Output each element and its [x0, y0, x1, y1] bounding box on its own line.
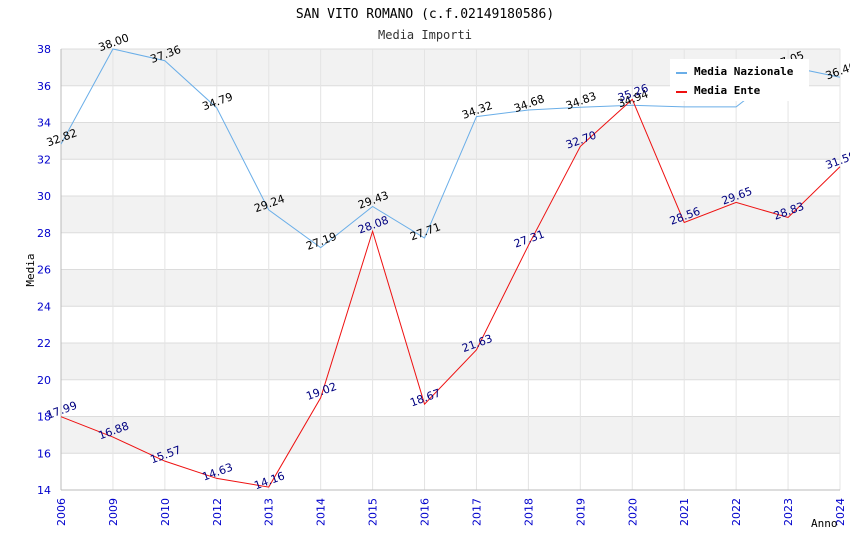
grid-band — [61, 196, 840, 233]
legend: Media Nazionale Media Ente — [670, 59, 809, 101]
grid-lines — [60, 48, 841, 491]
x-tick-label: 2023 — [782, 498, 795, 526]
y-tick-label: 14 — [37, 484, 51, 497]
x-tick-label: 2006 — [55, 498, 68, 526]
x-tick-label: 2015 — [367, 498, 380, 526]
x-tick-label: 2009 — [107, 498, 120, 526]
y-tick-label: 34 — [37, 117, 51, 130]
legend-label-media-ente: Media Ente — [694, 84, 761, 97]
x-tick-label: 2018 — [522, 498, 535, 526]
x-tick-label: 2020 — [626, 498, 639, 526]
y-tick-label: 26 — [37, 264, 51, 277]
y-tick-label: 30 — [37, 190, 51, 203]
y-tick-label: 22 — [37, 337, 51, 350]
y-tick-label: 16 — [37, 447, 51, 460]
x-tick-label: 2022 — [730, 498, 743, 526]
y-axis-ticks: 14 16 18 20 22 24 26 28 30 32 34 36 38 — [37, 43, 51, 497]
y-tick-label: 24 — [37, 300, 51, 313]
x-tick-label: 2021 — [678, 498, 691, 526]
grid-bands — [61, 49, 840, 454]
series-line-media-nazionale — [60, 48, 841, 249]
x-tick-label: 2010 — [159, 498, 172, 526]
y-tick-label: 28 — [37, 227, 51, 240]
grid-band — [61, 416, 840, 454]
grid-band — [61, 269, 840, 307]
chart-subtitle: Media Importi — [378, 28, 472, 42]
x-tick-label: 2024 — [834, 498, 847, 526]
data-label: 18.67 — [408, 386, 442, 409]
x-tick-label: 2012 — [211, 498, 224, 526]
y-tick-label: 36 — [37, 80, 51, 93]
x-axis-label: Anno — [811, 517, 838, 530]
x-tick-label: 2013 — [263, 498, 276, 526]
legend-box — [670, 59, 809, 101]
data-label: 34.32 — [460, 99, 494, 122]
y-axis-label: Media — [24, 253, 37, 286]
x-tick-label: 2017 — [470, 498, 483, 526]
y-tick-label: 32 — [37, 153, 51, 166]
y-tick-label: 20 — [37, 374, 51, 387]
data-label: 14.16 — [253, 469, 287, 492]
x-tick-label: 2016 — [419, 498, 432, 526]
legend-label-media-nazionale: Media Nazionale — [694, 65, 794, 78]
x-tick-label: 2014 — [315, 498, 328, 526]
series-lines — [60, 48, 841, 488]
grid-band — [61, 343, 840, 380]
x-tick-label: 2019 — [574, 498, 587, 526]
y-tick-label: 18 — [37, 411, 51, 424]
data-label: 27.19 — [304, 230, 338, 253]
x-axis-ticks: 2006 2009 2010 2012 2013 2014 2015 2016 2017 2018… — [55, 498, 847, 526]
data-label: 19.02 — [304, 380, 338, 403]
chart-title: SAN VITO ROMANO (c.f.02149180586) — [296, 7, 554, 22]
data-label: 34.83 — [564, 89, 598, 112]
y-tick-label: 38 — [37, 43, 51, 56]
series-line-media-ente — [60, 98, 841, 488]
data-label: 34.68 — [512, 92, 546, 115]
grid-band — [61, 122, 840, 160]
